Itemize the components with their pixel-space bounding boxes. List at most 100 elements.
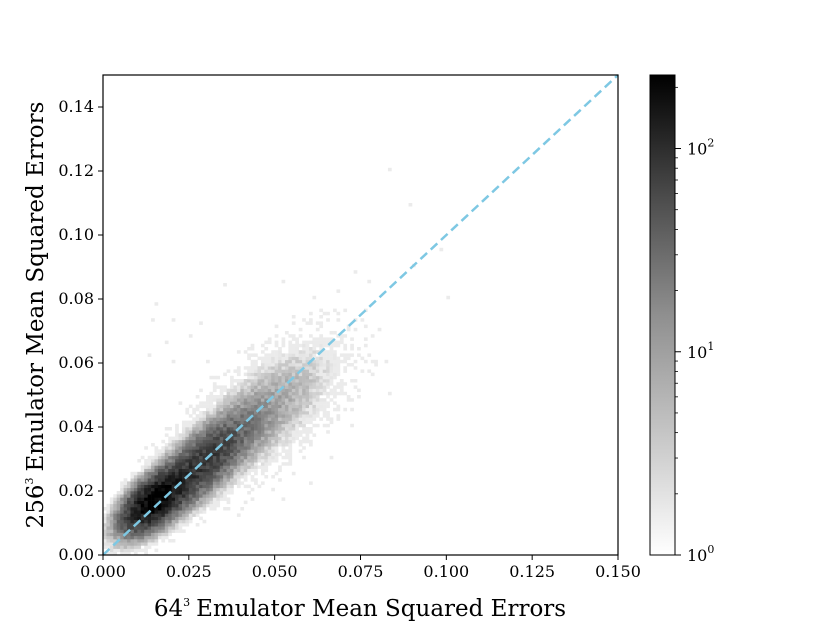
histogram-cell — [298, 353, 303, 357]
histogram-cell — [288, 404, 293, 409]
histogram-cell — [298, 407, 303, 412]
histogram-cell — [274, 446, 279, 450]
histogram-cell — [195, 430, 200, 434]
histogram-cell — [264, 363, 269, 367]
histogram-cell — [322, 363, 327, 367]
histogram-cell — [284, 395, 289, 399]
histogram-cell — [175, 481, 179, 485]
histogram-cell — [206, 471, 210, 476]
histogram-cell — [243, 401, 248, 405]
histogram-cell — [319, 417, 324, 421]
histogram-cell — [109, 548, 114, 553]
histogram-cell — [185, 481, 190, 485]
histogram-cell — [298, 372, 303, 377]
histogram-cell — [206, 359, 210, 364]
histogram-cell — [168, 507, 172, 511]
histogram-cell — [103, 523, 107, 527]
histogram-cell — [267, 436, 272, 441]
histogram-cell — [223, 484, 227, 489]
histogram-cell — [267, 340, 272, 345]
histogram-cell — [254, 465, 258, 469]
histogram-cell — [140, 513, 145, 517]
histogram-cell — [254, 439, 258, 444]
histogram-cell — [123, 519, 128, 524]
histogram-cell — [130, 481, 135, 485]
histogram-cell — [154, 446, 159, 450]
histogram-cell — [319, 363, 324, 367]
histogram-cell — [216, 375, 221, 380]
histogram-cell — [175, 507, 179, 511]
histogram-cell — [288, 385, 293, 389]
histogram-cell — [127, 548, 131, 553]
histogram-cell — [254, 385, 258, 389]
histogram-cell — [315, 372, 320, 377]
histogram-cell — [181, 443, 186, 447]
histogram-cell — [188, 334, 193, 338]
histogram-cell — [219, 465, 224, 469]
histogram-cell — [219, 491, 224, 495]
histogram-cell — [271, 363, 275, 367]
histogram-cell — [236, 407, 241, 412]
histogram-cell — [288, 356, 293, 361]
histogram-cell — [264, 382, 269, 386]
histogram-cell — [188, 503, 193, 508]
histogram-cell — [192, 439, 196, 444]
histogram-cell — [288, 369, 293, 373]
histogram-cell — [127, 539, 131, 543]
histogram-cell — [333, 375, 337, 380]
histogram-cell — [140, 526, 145, 530]
histogram-cell — [267, 366, 272, 370]
histogram-cell — [233, 459, 238, 463]
histogram-cell — [223, 491, 227, 495]
histogram-cell — [168, 516, 172, 521]
histogram-cell — [127, 532, 131, 537]
histogram-cell — [346, 395, 351, 399]
histogram-cell — [274, 411, 279, 415]
histogram-cell — [216, 439, 221, 444]
histogram-cell — [223, 452, 227, 457]
histogram-cell — [175, 455, 179, 460]
histogram-cell — [302, 340, 306, 345]
histogram-cell — [260, 414, 265, 418]
histogram-cell — [357, 388, 361, 393]
histogram-cell — [226, 414, 231, 418]
histogram-cell — [333, 385, 337, 389]
histogram-cell — [161, 503, 166, 508]
histogram-cell — [274, 334, 279, 338]
histogram-cell — [181, 494, 186, 498]
histogram-cell — [175, 446, 179, 450]
histogram-cell — [161, 510, 166, 514]
histogram-cell — [133, 542, 138, 546]
histogram-cell — [144, 516, 148, 521]
histogram-cell — [181, 436, 186, 441]
histogram-cell — [250, 359, 255, 364]
histogram-cell — [192, 427, 196, 431]
histogram-cell — [295, 343, 299, 348]
histogram-cell — [247, 347, 251, 351]
histogram-cell — [254, 353, 258, 357]
histogram-cell — [178, 503, 183, 508]
histogram-cell — [288, 375, 293, 380]
histogram-cell — [154, 484, 159, 489]
histogram-cell — [336, 391, 341, 396]
histogram-cell — [230, 459, 234, 463]
histogram-cell — [247, 433, 251, 437]
histogram-cell — [212, 388, 217, 393]
histogram-cell — [233, 436, 238, 441]
histogram-cell — [199, 411, 203, 415]
histogram-cell — [298, 356, 303, 361]
histogram-cell — [151, 503, 155, 508]
histogram-cell — [264, 366, 269, 370]
histogram-cell — [144, 465, 148, 469]
histogram-cell — [288, 423, 293, 428]
histogram-cell — [312, 407, 317, 412]
histogram-cell — [195, 414, 200, 418]
histogram-cell — [103, 532, 107, 537]
histogram-cell — [171, 513, 176, 517]
histogram-cell — [226, 446, 231, 450]
histogram-cell — [223, 430, 227, 434]
histogram-cell — [154, 471, 159, 476]
histogram-cell — [336, 369, 341, 373]
histogram-cell — [309, 401, 313, 405]
histogram-cell — [216, 471, 221, 476]
